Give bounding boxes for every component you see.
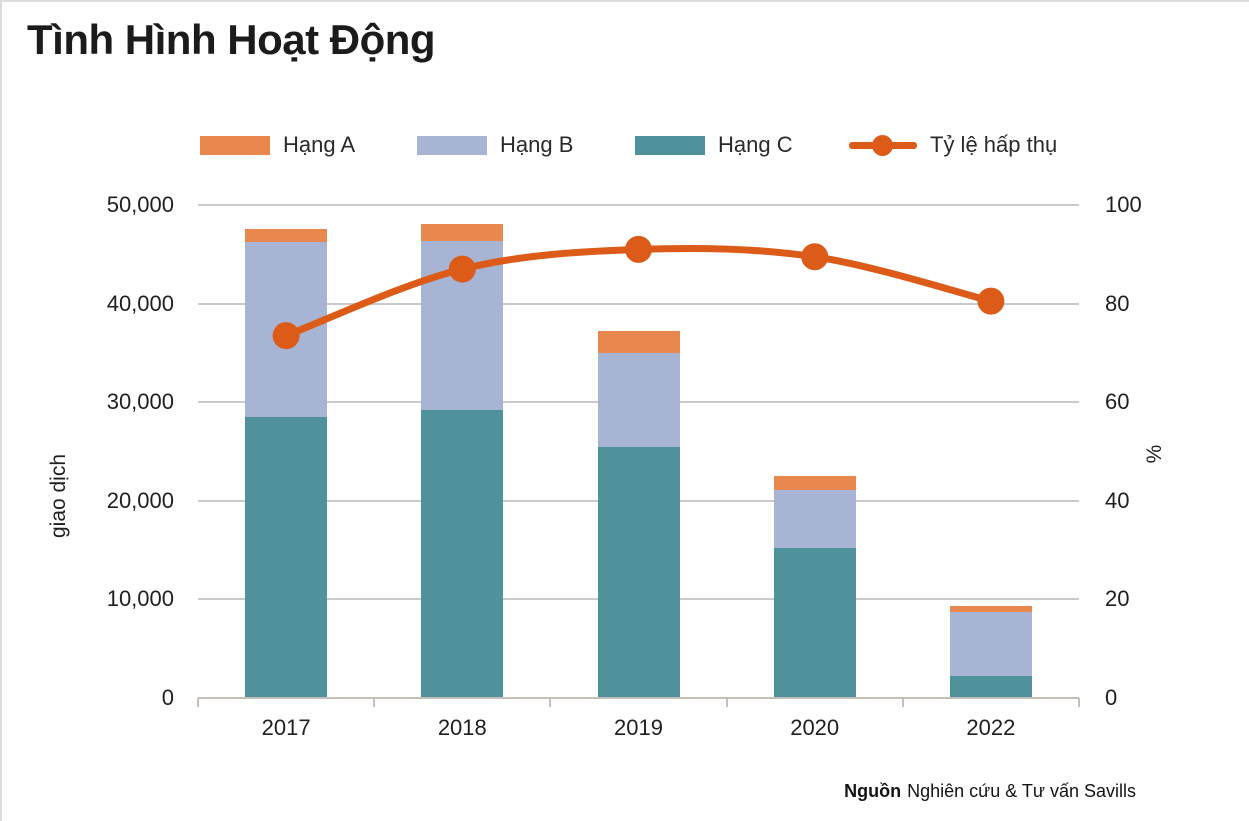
absorption-line [282,244,995,340]
y-axis-left-title: giao dịch [47,453,70,539]
bar-segment-hạng-a [949,605,1032,612]
bar-segment-hạng-c [773,547,856,698]
legend-item-hang-b: Hạng B [417,132,574,157]
bar-segment-hạng-a [773,475,856,491]
bar-segment-hạng-b [421,241,504,411]
y-axis-left-tick-label: 10,000 [106,586,174,612]
y-axis-right-tick-label: 40 [1105,487,1130,513]
x-axis-tick [197,698,199,707]
y-axis-right-tick-label: 20 [1105,586,1130,612]
legend-label-absorption: Tỷ lệ hấp thụ [930,132,1058,157]
bar-segment-hạng-c [245,416,328,698]
legend-label-hang-a: Hạng A [283,132,356,157]
y-axis-right-tick-label: 60 [1105,389,1130,415]
source-text: Nghiên cứu & Tư vấn Savills [907,781,1136,801]
bar-segment-hạng-c [421,410,504,698]
x-axis-tick [373,698,376,707]
y-axis-left-tick-label: 20,000 [106,487,174,513]
gridline [198,204,1079,206]
source-note: Nguồn Nghiên cứu & Tư vấn Savills [844,781,1136,802]
bar-segment-hạng-a [421,224,504,242]
y-axis-left-tick-label: 50,000 [106,192,174,217]
legend-swatch-hang-a-icon [200,135,270,155]
x-axis-tick [549,698,552,707]
legend-item-hang-c: Hạng C [635,132,793,157]
page-title: Tình Hình Hoạt Động [27,16,436,63]
absorption-marker [977,287,1005,315]
y-axis-right-tick-label: 0 [1105,685,1118,710]
bar-segment-hạng-b [245,242,328,417]
source-label: Nguồn [844,781,902,801]
gridline [198,302,1079,305]
bar-segment-hạng-a [245,229,328,243]
x-axis-tick-label: 2020 [790,715,840,740]
legend-swatch-hang-b-icon [417,135,487,155]
legend-label-hang-b: Hạng B [500,132,574,157]
bar-segment-hạng-b [597,353,680,447]
y-axis-left-tick-label: 30,000 [106,389,174,415]
legend-label-hang-c: Hạng C [718,132,793,157]
x-axis-tick-label: 2017 [261,715,311,740]
legend-item-absorption: Tỷ lệ hấp thụ [849,132,1058,157]
legend-item-hang-a: Hạng A [200,132,356,157]
x-axis-line [198,697,1079,699]
y-axis-left-tick-label: 40,000 [106,290,174,316]
x-axis-tick [901,698,904,707]
y-axis-left-tick-label: 0 [161,685,174,710]
bar-segment-hạng-c [597,446,680,698]
y-axis-right-tick-label: 100 [1105,192,1142,217]
bar-segment-hạng-c [949,675,1032,698]
legend-swatch-hang-c-icon [635,135,705,155]
bar-segment-hạng-b [773,490,856,548]
absorption-marker [625,235,652,263]
x-axis-tick-label: 2022 [966,715,1016,740]
absorption-marker [801,243,829,271]
x-axis-tick-label: 2018 [437,715,487,740]
bar-segment-hạng-a [597,331,680,354]
bar-segment-hạng-b [949,611,1032,676]
y-axis-right-tick-label: 80 [1105,290,1130,316]
x-axis-tick-label: 2019 [614,715,663,740]
y-axis-right-title: % [1143,444,1166,464]
x-axis-tick [725,698,728,707]
x-axis-tick [1078,698,1080,707]
legend-line-sample-icon [849,134,917,156]
